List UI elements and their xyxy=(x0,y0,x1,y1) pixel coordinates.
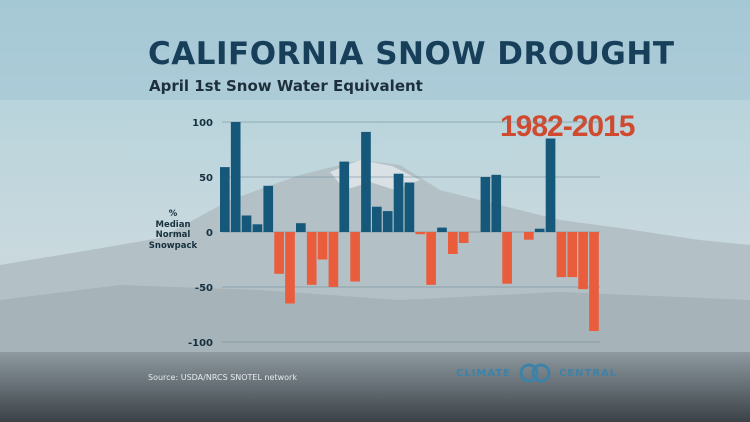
bar xyxy=(372,206,382,232)
bar xyxy=(567,232,578,278)
bar xyxy=(274,232,284,274)
bar xyxy=(524,232,534,240)
y-tick-label: 0 xyxy=(206,228,213,239)
bar xyxy=(382,211,393,232)
bar xyxy=(241,215,252,232)
y-tick-label: 50 xyxy=(199,173,213,184)
chart-subtitle: April 1st Snow Water Equivalent xyxy=(149,77,423,95)
bar xyxy=(350,232,360,282)
climate-central-logo: CLIMATE CENTRAL xyxy=(456,363,617,383)
bar xyxy=(545,138,556,232)
bar xyxy=(534,228,545,232)
bar xyxy=(491,174,502,232)
bar xyxy=(502,232,512,284)
y-tick-label: 100 xyxy=(192,118,213,129)
y-tick-label: -50 xyxy=(195,283,213,294)
bar xyxy=(339,161,350,232)
y-tick-label: -100 xyxy=(188,338,213,349)
bar xyxy=(556,232,567,278)
bar xyxy=(220,167,230,232)
bar xyxy=(263,185,274,232)
y-axis-label-line: Normal xyxy=(155,230,191,240)
bar xyxy=(393,173,404,232)
y-axis-label-line: Median xyxy=(155,219,191,230)
bar xyxy=(415,232,426,235)
logo-rings-icon xyxy=(519,363,551,383)
source-note: Source: USDA/NRCS SNOTEL network xyxy=(148,373,297,382)
bar xyxy=(285,232,295,304)
bar xyxy=(328,232,339,287)
bar xyxy=(589,232,599,331)
bar xyxy=(426,232,436,285)
bar xyxy=(480,177,491,232)
bar xyxy=(404,182,415,232)
bar xyxy=(448,232,458,254)
bar xyxy=(437,227,447,232)
bar xyxy=(317,232,328,260)
logo-word-right: CENTRAL xyxy=(559,367,618,379)
bar xyxy=(230,122,241,232)
bar xyxy=(578,232,588,290)
logo-word-left: CLIMATE xyxy=(456,367,511,379)
bar xyxy=(296,223,306,232)
y-axis-label: % Median Normal Snowpack xyxy=(138,209,208,251)
page-title: CALIFORNIA SNOW DROUGHT xyxy=(148,36,675,72)
bar xyxy=(361,131,371,232)
period-label: 1982-2015 xyxy=(500,110,635,143)
y-axis-label-line: Snowpack xyxy=(148,240,198,251)
bar xyxy=(252,224,263,232)
bar xyxy=(306,232,317,285)
bar xyxy=(458,232,469,243)
y-axis-label-line: % xyxy=(168,209,178,219)
